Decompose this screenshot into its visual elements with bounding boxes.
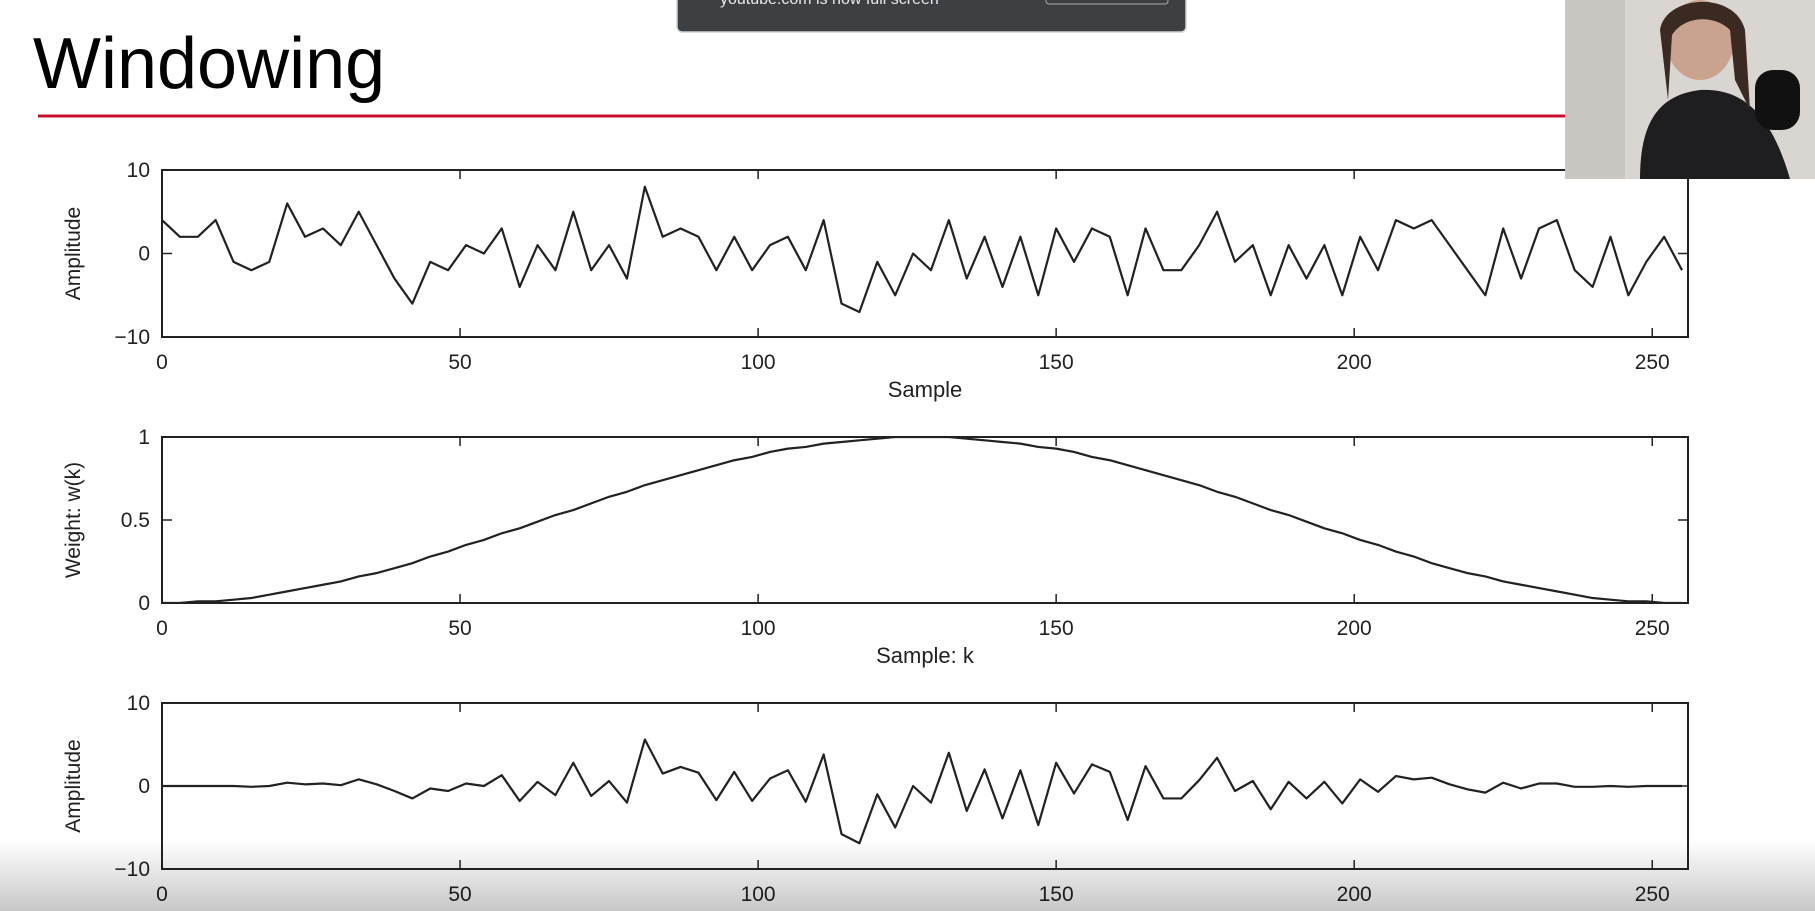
x-tick-label: 50 xyxy=(448,617,471,640)
slide-title: Windowing xyxy=(33,24,385,104)
plot-area xyxy=(162,185,1684,314)
plot-area xyxy=(162,738,1683,845)
video-shade xyxy=(0,840,1815,911)
y-tick-label: 0 xyxy=(138,243,150,266)
data-line xyxy=(162,437,1683,603)
x-tick-label: 100 xyxy=(741,351,776,374)
toast-button[interactable] xyxy=(1045,0,1169,5)
x-tick-label: 250 xyxy=(1635,351,1670,374)
x-tick-label: 150 xyxy=(1039,617,1074,640)
data-line xyxy=(162,185,1684,314)
y-axis-label: Amplitude xyxy=(62,739,85,832)
y-tick-label: 0.5 xyxy=(121,509,150,532)
data-line xyxy=(162,738,1683,845)
webcam-person xyxy=(1640,89,1790,179)
toast-text: youtube.com is now full screen xyxy=(720,0,939,8)
x-tick-label: 200 xyxy=(1337,351,1372,374)
webcam-mic xyxy=(1755,70,1800,130)
y-axis-label: Amplitude xyxy=(62,207,85,300)
fullscreen-toast xyxy=(676,0,1187,33)
x-tick-label: 0 xyxy=(156,617,168,640)
y-tick-label: 0 xyxy=(138,775,150,798)
y-tick-label: 0 xyxy=(138,592,150,615)
y-tick-label: 1 xyxy=(138,426,150,449)
y-tick-label: 10 xyxy=(127,692,150,715)
plot-frame xyxy=(161,436,1689,604)
plot-area xyxy=(162,437,1683,603)
y-tick-label: −10 xyxy=(114,326,150,349)
x-axis-label: Sample: k xyxy=(876,643,975,668)
webcam xyxy=(1565,0,1815,179)
plot-frame xyxy=(161,169,1689,338)
x-tick-label: 0 xyxy=(156,351,168,374)
x-tick-label: 150 xyxy=(1039,351,1074,374)
x-tick-label: 50 xyxy=(448,351,471,374)
x-tick-label: 100 xyxy=(741,617,776,640)
y-axis-label: Weight: w(k) xyxy=(62,462,85,578)
x-tick-label: 250 xyxy=(1635,617,1670,640)
y-tick-label: 10 xyxy=(127,159,150,182)
webcam-wall xyxy=(1565,0,1625,179)
x-tick-label: 200 xyxy=(1337,617,1372,640)
x-axis-label: Sample xyxy=(888,377,963,402)
